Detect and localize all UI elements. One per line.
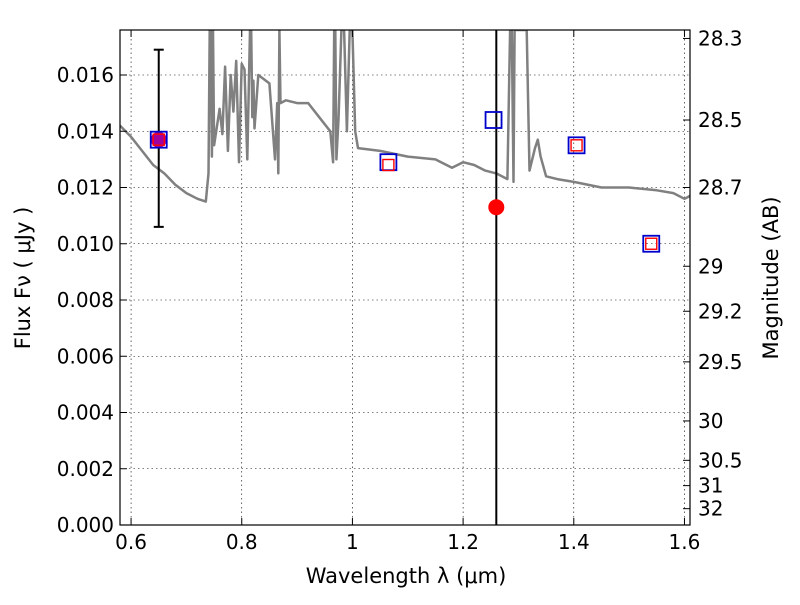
x-tick-label: 0.6: [115, 530, 147, 554]
model-photometry-red-square: [570, 139, 583, 152]
mag-tick-label: 29.5: [698, 350, 743, 374]
y-tick-label: 0.014: [57, 119, 114, 143]
mag-tick-label: 29.2: [698, 299, 743, 323]
y-tick-label: 0.008: [57, 288, 114, 312]
mag-tick-label: 31: [698, 474, 723, 498]
mag-tick-label: 28.7: [698, 176, 743, 200]
model-photometry-blue-square: [642, 234, 661, 253]
grid-lines: [120, 30, 690, 526]
x-tick-label: 0.8: [226, 530, 258, 554]
y-axis-label: Flux Fν ( μJy ): [11, 207, 35, 350]
model-photometry-red-square: [382, 158, 395, 172]
y-tick-label: 0.016: [57, 63, 114, 87]
x-tick-label: 1.6: [669, 530, 701, 554]
model-photometry-blue-square: [484, 111, 503, 129]
x-tick-label: 1.2: [447, 530, 479, 554]
mag-tick-label: 28.5: [698, 108, 743, 132]
observed-point: [488, 199, 505, 216]
y-tick-label: 0.010: [57, 232, 114, 256]
mag-tick-label: 28.3: [698, 26, 743, 50]
y-tick-label: 0.012: [57, 176, 114, 200]
y-tick-label: 0.006: [57, 344, 114, 368]
model-photometry-blue-square: [567, 136, 586, 155]
y2-axis-label: Magnitude (AB): [759, 196, 783, 359]
y-tick-label: 0.004: [57, 401, 114, 425]
plot-area: [120, 30, 690, 525]
x-axis-label: Wavelength λ (μm): [306, 564, 507, 588]
plot-frame: [119, 29, 691, 526]
ticks: 0.6 0.8 1 1.2 1.4 1.6 0.000 0.002 0.004 0.006 0.00…: [57, 26, 743, 554]
mag-tick-label: 32: [698, 497, 723, 521]
y-tick-label: 0.002: [57, 457, 114, 481]
model-photometry-blue-square: [149, 130, 168, 149]
mag-tick-label: 30: [698, 409, 723, 433]
model-photometry-red-square: [645, 237, 658, 250]
x-tick-label: 1.4: [558, 530, 590, 554]
mag-tick-label: 30.5: [698, 448, 743, 472]
y-tick-label: 0.000: [57, 513, 114, 537]
x-tick-label: 1: [346, 530, 359, 554]
axes: [119, 29, 691, 526]
mag-tick-label: 29: [698, 254, 723, 278]
model-photometry-red-square: [152, 133, 165, 146]
model-spectrum-line: [120, 30, 690, 203]
